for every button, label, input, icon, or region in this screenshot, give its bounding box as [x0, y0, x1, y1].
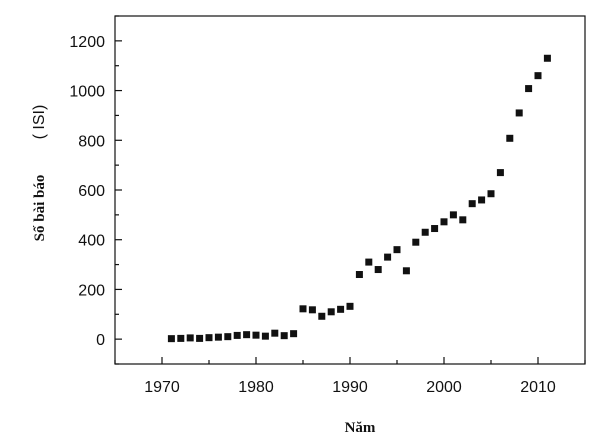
data-point [440, 218, 448, 226]
data-point [290, 330, 298, 338]
y-tick-label: 0 [96, 332, 105, 349]
data-point [243, 331, 251, 339]
x-tick-label: 1980 [238, 379, 274, 396]
data-point [318, 312, 326, 320]
y-tick-label: 200 [78, 282, 105, 299]
data-point [449, 211, 457, 219]
data-point [299, 305, 307, 313]
data-point [384, 253, 392, 261]
data-point [365, 258, 373, 266]
x-tick-label: 2000 [426, 379, 462, 396]
y-tick-label: 600 [78, 183, 105, 200]
data-point [431, 225, 439, 233]
plot-frame [114, 15, 586, 365]
data-point [355, 271, 363, 279]
y-tick-label: 400 [78, 233, 105, 250]
data-point [496, 169, 504, 177]
data-point [393, 246, 401, 254]
x-tick-label: 1990 [332, 379, 368, 396]
x-axis-title: Năm [345, 420, 376, 436]
data-point [205, 334, 213, 342]
data-point [233, 331, 241, 339]
x-axis: 1970 1980 1990 2000 2010 [114, 357, 586, 396]
y-tick-label: 1200 [69, 34, 105, 51]
data-point [421, 228, 429, 236]
data-point [177, 334, 185, 342]
data-point [196, 334, 204, 342]
data-point [487, 190, 495, 198]
data-point [534, 72, 542, 80]
data-point [214, 333, 222, 341]
data-point [478, 196, 486, 204]
data-point [327, 308, 335, 316]
data-points [167, 54, 551, 343]
data-point [506, 134, 514, 142]
y-axis-title-main: Số bài báo [32, 175, 48, 242]
data-point [346, 302, 354, 310]
data-point [308, 306, 316, 314]
data-point [261, 332, 269, 340]
y-axis: 0 200 400 600 800 1000 1200 [69, 15, 122, 365]
x-tick-label: 1970 [144, 379, 180, 396]
y-tick-label: 800 [78, 133, 105, 150]
data-point [515, 109, 523, 117]
data-point [280, 332, 288, 340]
data-point [337, 305, 345, 313]
x-tick-label: 2010 [520, 379, 556, 396]
data-point [374, 266, 382, 274]
data-point [543, 54, 551, 62]
data-point [252, 331, 260, 339]
data-point [186, 334, 194, 342]
data-point [271, 329, 279, 337]
y-tick-label: 1000 [69, 84, 105, 101]
data-point [412, 238, 420, 246]
data-point [402, 267, 410, 275]
data-point [459, 216, 467, 224]
data-point [167, 335, 175, 343]
data-point [224, 333, 232, 341]
plot-border [114, 15, 586, 365]
y-axis-title: Số bài báo ( ISI) [31, 105, 48, 242]
y-axis-title-unit: ( ISI) [31, 105, 48, 140]
data-point [468, 200, 476, 208]
data-point [525, 85, 533, 93]
